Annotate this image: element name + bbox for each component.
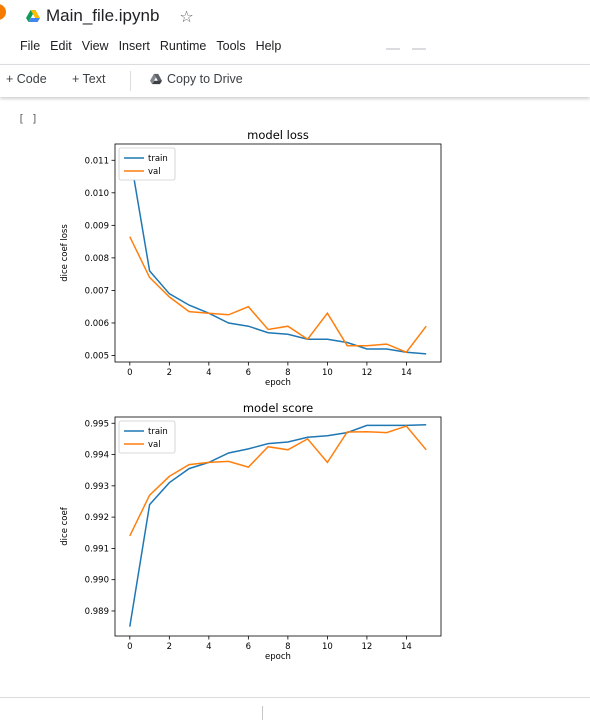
title-row: Main_file.ipynb ☆ — [26, 6, 194, 26]
copy-to-drive-label: Copy to Drive — [167, 72, 243, 86]
menu-file[interactable]: File — [20, 39, 41, 53]
chart-loss-title: model loss — [247, 128, 309, 142]
chart-score-title: model score — [243, 401, 313, 415]
y-tick-label: 0.007 — [85, 286, 109, 296]
legend-label-train: train — [148, 427, 168, 437]
menu-insert[interactable]: Insert — [118, 39, 150, 53]
y-tick-label: 0.993 — [85, 482, 109, 492]
google-drive-icon — [26, 10, 40, 22]
output-plots: model loss 0 2 4 6 8 10 12 14 0.005 0.006 0.007 0.00… — [60, 128, 442, 662]
x-tick-label: 14 — [401, 368, 412, 378]
add-text-label: + Text — [72, 72, 106, 86]
cell-run-prompt[interactable]: [ ] — [18, 112, 38, 125]
menu-tools[interactable]: Tools — [216, 39, 246, 53]
y-tick-label: 0.989 — [85, 607, 109, 617]
star-outline-icon[interactable]: ☆ — [179, 6, 194, 26]
y-tick-label: 0.008 — [85, 254, 109, 264]
x-tick-label: 10 — [322, 642, 333, 652]
series-train-line — [129, 153, 427, 355]
y-tick-label: 0.005 — [85, 351, 109, 361]
add-code-button[interactable]: + Code — [6, 72, 47, 86]
series-val-line — [129, 425, 427, 537]
menu-edit[interactable]: Edit — [50, 39, 72, 53]
plot-score-frame — [114, 416, 442, 637]
x-tick-label: 4 — [206, 642, 211, 652]
menu-view[interactable]: View — [81, 39, 109, 53]
add-code-label: + Code — [6, 72, 47, 86]
menu-help[interactable]: Help — [255, 39, 282, 53]
copy-to-drive-button[interactable]: Copy to Drive — [150, 72, 243, 86]
legend-box — [118, 420, 176, 454]
x-tick-label: 8 — [285, 368, 290, 378]
x-tick-label: 6 — [246, 368, 251, 378]
resize-handle — [262, 706, 263, 720]
legend-box — [118, 147, 176, 181]
toolbar-divider — [130, 71, 131, 91]
x-tick-label: 2 — [167, 642, 172, 652]
cell-divider — [0, 697, 590, 698]
x-tick-label: 0 — [127, 642, 132, 652]
y-axis-label: dice coef — [60, 506, 70, 545]
y-tick-label: 0.992 — [85, 513, 109, 523]
menu-extra-mark — [386, 48, 400, 50]
y-tick-label: 0.010 — [85, 189, 109, 199]
x-tick-label: 12 — [361, 642, 372, 652]
toolbar: + Code + Text Copy to Drive — [0, 64, 590, 97]
x-tick-label: 2 — [167, 368, 172, 378]
add-text-button[interactable]: + Text — [72, 72, 105, 86]
x-tick-label: 10 — [322, 368, 333, 378]
series-val-line — [129, 236, 427, 354]
y-tick-label: 0.991 — [85, 544, 109, 554]
x-tick-label: 0 — [127, 368, 132, 378]
x-tick-label: 6 — [246, 642, 251, 652]
notebook-title[interactable]: Main_file.ipynb — [46, 6, 160, 25]
x-axis-label: epoch — [265, 378, 291, 388]
menu-runtime[interactable]: Runtime — [159, 39, 207, 53]
legend-label-val: val — [148, 440, 161, 450]
x-tick-label: 12 — [361, 368, 372, 378]
y-tick-label: 0.011 — [85, 156, 109, 166]
menu-bar: File Edit View Insert Runtime Tools Help — [20, 39, 281, 53]
y-tick-label: 0.006 — [85, 319, 109, 329]
colab-logo[interactable] — [0, 4, 6, 20]
x-axis-label: epoch — [265, 652, 291, 662]
y-axis-label: dice coef loss — [60, 224, 70, 282]
y-tick-label: 0.009 — [85, 221, 109, 231]
x-tick-label: 4 — [206, 368, 211, 378]
y-tick-label: 0.994 — [85, 451, 109, 461]
legend-label-train: train — [148, 154, 168, 164]
menu-extra-mark — [412, 48, 426, 50]
series-train-line — [129, 424, 427, 627]
y-tick-label: 0.990 — [85, 576, 109, 586]
x-tick-label: 8 — [285, 642, 290, 652]
y-tick-label: 0.995 — [85, 419, 109, 429]
legend-label-val: val — [148, 167, 161, 177]
x-tick-label: 14 — [401, 642, 412, 652]
drive-icon — [150, 73, 162, 85]
